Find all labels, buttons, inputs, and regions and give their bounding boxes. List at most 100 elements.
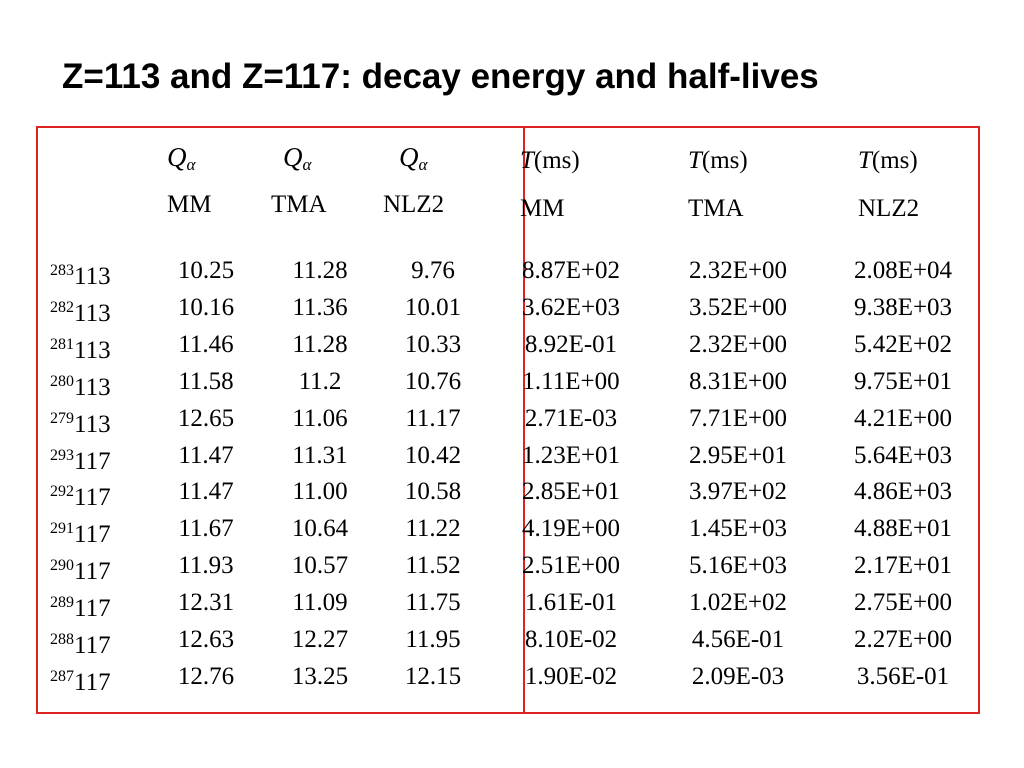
half-life-mm-cell: 8.10E-02 [524, 626, 618, 653]
q-alpha-mm-cell: 12.76 [177, 663, 235, 690]
half-life-tma-cell: 1.02E+02 [688, 589, 788, 616]
q-alpha-tma-cell: 10.64 [291, 515, 349, 542]
element-z: 113 [74, 411, 111, 438]
mass-number: 280 [50, 373, 74, 390]
q-alpha-mm-cell: 11.46 [178, 331, 234, 358]
half-life-tma-cell: 3.52E+00 [688, 294, 788, 321]
mass-number: 290 [50, 557, 74, 574]
half-life-nlz2-cell: 9.75E+01 [853, 368, 953, 395]
half-life-tma-cell: 7.71E+00 [688, 405, 788, 432]
q-alpha-mm-cell: 12.65 [177, 405, 235, 432]
nuclide-label: 287117 [50, 662, 111, 698]
half-life-mm-cell: 1.11E+00 [522, 368, 620, 395]
element-z: 113 [74, 337, 111, 364]
half-life-tma-cell: 2.95E+01 [688, 442, 788, 469]
column-divider [523, 128, 525, 712]
nuclide-label: 290117 [50, 551, 111, 587]
half-life-nlz2-cell: 4.88E+01 [853, 515, 953, 542]
q-alpha-mm-cell: 11.93 [178, 552, 234, 579]
half-life-nlz2-cell: 5.64E+03 [853, 442, 953, 469]
model-header-t-nlz2: NLZ2 [858, 195, 920, 222]
mass-number: 279 [50, 410, 74, 427]
data-table-frame: Qα Qα Qα MM TMA NLZ2 T(ms) T(ms) T(ms) M… [36, 126, 980, 714]
nuclide-label: 292117 [50, 477, 111, 513]
half-life-mm-cell: 8.92E-01 [524, 331, 618, 358]
nuclide-label: 283113 [50, 256, 111, 292]
half-life-mm-cell: 1.90E-02 [524, 663, 618, 690]
half-life-tma-cell: 2.32E+00 [688, 257, 788, 284]
mass-number: 291 [50, 520, 74, 537]
half-life-mm-cell: 4.19E+00 [521, 515, 621, 542]
q-alpha-nlz2-cell: 10.58 [404, 478, 462, 505]
element-z: 113 [74, 300, 111, 327]
slide-title: Z=113 and Z=117: decay energy and half-l… [62, 57, 819, 96]
nuclide-label: 281113 [50, 330, 111, 366]
mass-number: 288 [50, 631, 74, 648]
element-z: 117 [74, 448, 111, 475]
mass-number: 283 [50, 262, 74, 279]
nuclide-label: 288117 [50, 625, 111, 661]
q-alpha-tma-cell: 13.25 [291, 663, 349, 690]
half-life-tma-cell: 2.32E+00 [688, 331, 788, 358]
q-alpha-nlz2-cell: 9.76 [411, 257, 455, 284]
half-life-mm-cell: 2.71E-03 [524, 405, 618, 432]
model-header-q-tma: TMA [271, 191, 327, 218]
model-header-t-mm: MM [520, 195, 565, 222]
model-header-q-nlz2: NLZ2 [383, 191, 445, 218]
q-alpha-tma-cell: 11.31 [292, 442, 348, 469]
q-alpha-tma-cell: 11.06 [292, 405, 348, 432]
element-z: 113 [74, 263, 111, 290]
half-life-mm-cell: 8.87E+02 [521, 257, 621, 284]
half-life-tma-cell: 5.16E+03 [688, 552, 788, 579]
q-alpha-header-nlz2: Qα [399, 142, 428, 174]
nuclide-label: 289117 [50, 588, 111, 624]
element-z: 117 [74, 595, 111, 622]
q-alpha-tma-cell: 12.27 [291, 626, 349, 653]
q-alpha-nlz2-cell: 11.52 [405, 552, 461, 579]
nuclide-label: 282113 [50, 293, 111, 329]
half-life-nlz2-cell: 9.38E+03 [853, 294, 953, 321]
t-ms-header-mm: T(ms) [520, 147, 580, 174]
element-z: 117 [74, 669, 111, 696]
half-life-mm-cell: 3.62E+03 [521, 294, 621, 321]
half-life-nlz2-cell: 4.86E+03 [853, 478, 953, 505]
element-z: 117 [74, 632, 111, 659]
q-alpha-nlz2-cell: 11.75 [405, 589, 461, 616]
q-alpha-mm-cell: 11.58 [178, 368, 234, 395]
t-ms-header-nlz2: T(ms) [858, 147, 918, 174]
element-z: 117 [74, 521, 111, 548]
half-life-nlz2-cell: 4.21E+00 [853, 405, 953, 432]
q-alpha-tma-cell: 11.00 [292, 478, 348, 505]
q-alpha-mm-cell: 10.25 [177, 257, 235, 284]
half-life-tma-cell: 4.56E-01 [691, 626, 785, 653]
q-alpha-nlz2-cell: 11.17 [405, 405, 461, 432]
q-alpha-header-tma: Qα [283, 142, 312, 174]
half-life-tma-cell: 3.97E+02 [688, 478, 788, 505]
half-life-nlz2-cell: 3.56E-01 [856, 663, 950, 690]
mass-number: 293 [50, 447, 74, 464]
half-life-tma-cell: 8.31E+00 [688, 368, 788, 395]
element-z: 117 [74, 558, 111, 585]
mass-number: 289 [50, 594, 74, 611]
q-alpha-mm-cell: 11.47 [178, 478, 234, 505]
mass-number: 282 [50, 299, 74, 316]
nuclide-label: 280113 [50, 367, 111, 403]
q-alpha-tma-cell: 10.57 [291, 552, 349, 579]
q-alpha-nlz2-cell: 12.15 [404, 663, 462, 690]
q-alpha-mm-cell: 11.47 [178, 442, 234, 469]
q-alpha-nlz2-cell: 10.01 [404, 294, 462, 321]
half-life-nlz2-cell: 2.08E+04 [853, 257, 953, 284]
q-alpha-tma-cell: 11.36 [292, 294, 348, 321]
q-alpha-nlz2-cell: 10.42 [404, 442, 462, 469]
nuclide-label: 291117 [50, 514, 111, 550]
q-alpha-nlz2-cell: 11.22 [405, 515, 461, 542]
mass-number: 287 [50, 668, 74, 685]
model-header-t-tma: TMA [688, 195, 744, 222]
q-alpha-header-mm: Qα [167, 142, 196, 174]
q-alpha-tma-cell: 11.28 [292, 331, 348, 358]
mass-number: 281 [50, 336, 74, 353]
q-alpha-nlz2-cell: 10.33 [404, 331, 462, 358]
half-life-nlz2-cell: 2.17E+01 [853, 552, 953, 579]
half-life-mm-cell: 1.23E+01 [521, 442, 621, 469]
q-alpha-nlz2-cell: 11.95 [405, 626, 461, 653]
